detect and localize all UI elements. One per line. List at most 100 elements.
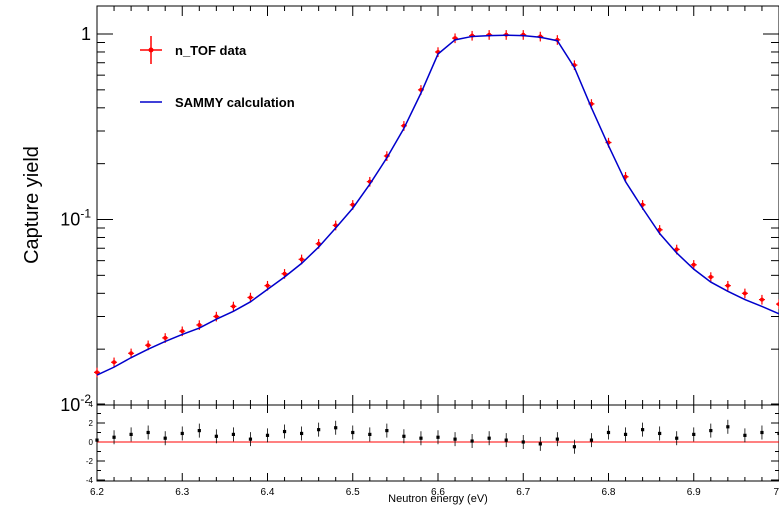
ntof-marker	[316, 241, 321, 246]
residual-marker	[180, 431, 184, 436]
ntof-marker	[759, 297, 764, 302]
sammy-curve	[96, 34, 779, 376]
residual-point	[538, 436, 542, 451]
top-panel-y-ticks: 1 10-1 10-2	[60, 24, 779, 415]
residual-point	[163, 431, 167, 446]
ntof-data-point	[230, 301, 237, 312]
ntof-marker	[163, 335, 168, 340]
residual-point	[726, 419, 730, 434]
residual-marker	[589, 438, 594, 442]
residuals-series	[95, 419, 779, 454]
residual-point	[641, 422, 645, 437]
ntof-data-point	[111, 357, 118, 368]
residual-marker	[231, 432, 235, 436]
ntof-marker	[282, 271, 287, 276]
residual-marker	[760, 430, 764, 435]
residual-point	[606, 425, 611, 440]
residual-marker	[334, 426, 338, 430]
ntof-data-point	[94, 367, 100, 378]
ntof-marker	[742, 291, 747, 296]
residual-point	[180, 426, 184, 441]
top-y-tick-label: 1	[81, 24, 91, 44]
residual-point	[453, 432, 457, 447]
residual-marker	[555, 437, 559, 441]
ntof-marker	[146, 343, 151, 348]
top-y-tick-label: 10-2	[60, 392, 91, 415]
residual-marker	[368, 432, 372, 436]
residual-point	[743, 428, 747, 443]
ntof-marker	[180, 329, 185, 334]
bottom-x-tick-label: 6.6	[431, 487, 445, 498]
residual-point	[214, 429, 218, 444]
ntof-marker	[691, 262, 696, 267]
residual-point	[351, 425, 355, 440]
bottom-x-tick-label: 6.2	[90, 487, 104, 498]
residual-marker	[300, 431, 304, 436]
residual-point	[95, 433, 99, 448]
residual-point	[197, 423, 201, 438]
residual-point	[709, 423, 713, 438]
residual-point	[658, 426, 662, 441]
residual-marker	[146, 430, 150, 435]
residual-point	[436, 430, 440, 445]
residual-marker	[129, 432, 133, 436]
residual-point	[487, 431, 491, 446]
residual-marker	[214, 434, 218, 438]
residual-marker	[282, 429, 287, 434]
residual-marker	[163, 436, 167, 440]
ntof-data-point	[145, 340, 152, 351]
residual-marker	[248, 437, 253, 441]
residual-marker	[709, 429, 713, 433]
residual-point	[368, 427, 372, 442]
residual-point	[589, 433, 594, 448]
bottom-y-tick-label: 4	[89, 400, 94, 409]
residual-marker	[777, 431, 779, 436]
residual-point	[521, 435, 525, 449]
residual-marker	[487, 436, 491, 440]
residual-marker	[538, 442, 542, 446]
ntof-data-point	[690, 260, 697, 270]
residual-point	[317, 422, 321, 437]
legend-entry-ntof: n_TOF data	[140, 36, 247, 64]
bottom-x-tick-label: 6.5	[346, 487, 360, 498]
x-axis-label: Neutron energy (eV)	[388, 493, 488, 505]
ntof-marker	[725, 283, 730, 288]
ntof-data-point	[707, 272, 714, 282]
residual-marker	[197, 429, 201, 433]
residual-marker	[470, 439, 474, 443]
residual-marker	[572, 445, 576, 449]
ntof-marker	[265, 283, 270, 288]
residual-marker	[351, 430, 355, 435]
bottom-x-tick-label: 7	[773, 487, 779, 498]
ntof-marker	[95, 370, 99, 375]
residual-point	[129, 427, 133, 442]
residual-marker	[112, 435, 116, 439]
y-axis-label: Capture yield	[21, 146, 43, 264]
residual-marker	[623, 432, 628, 436]
residual-point	[504, 433, 508, 448]
ntof-data-point	[741, 288, 748, 299]
residual-marker	[385, 429, 389, 433]
residual-marker	[692, 432, 696, 436]
ntof-marker	[299, 257, 304, 262]
residual-point	[623, 427, 628, 442]
bottom-panel-x-ticks: 6.2 6.3 6.4 6.5 6.6 6.7 6.8 6.9 7	[90, 405, 779, 498]
residual-point	[692, 427, 696, 442]
ntof-marker	[248, 295, 253, 300]
residual-marker	[265, 433, 270, 437]
residual-point	[248, 432, 253, 447]
ntof-legend-marker	[148, 47, 154, 53]
bottom-x-tick-label: 6.3	[175, 487, 189, 498]
residual-point	[231, 427, 235, 442]
ntof-marker	[674, 247, 679, 252]
bottom-y-tick-label: -4	[86, 476, 94, 485]
residual-point	[419, 431, 423, 446]
residual-point	[265, 428, 270, 443]
ntof-marker	[214, 314, 219, 319]
residual-marker	[504, 438, 508, 442]
ntof-marker	[197, 322, 202, 327]
residual-marker	[675, 436, 679, 440]
residual-point	[282, 424, 287, 439]
